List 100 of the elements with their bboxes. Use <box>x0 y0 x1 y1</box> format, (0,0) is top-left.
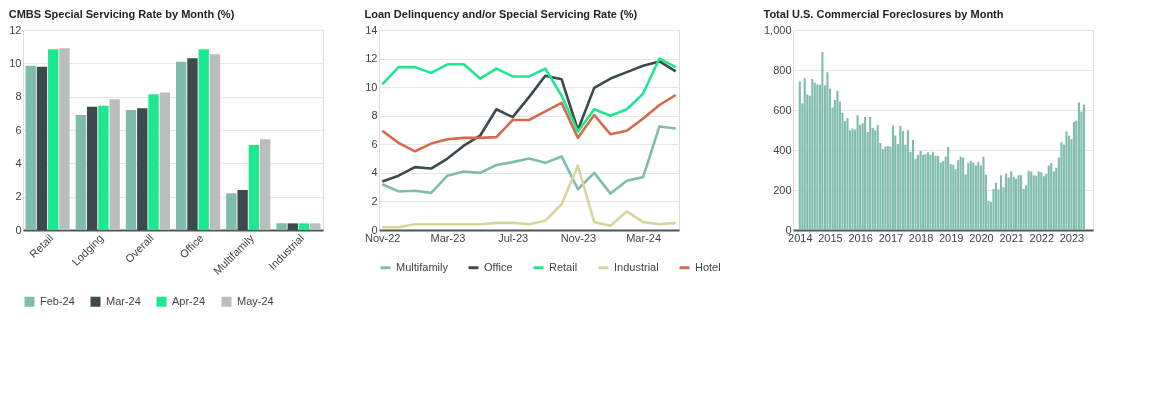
x-tick-label: 2016 <box>848 231 873 244</box>
y-tick-label: 4 <box>371 166 378 179</box>
bar <box>1040 172 1043 230</box>
bar <box>1017 175 1020 230</box>
bar <box>813 82 816 230</box>
y-tick-label: 400 <box>773 143 792 156</box>
y-tick-label: 0 <box>371 223 378 236</box>
y-tick-label: 8 <box>371 109 378 122</box>
bar <box>811 79 814 230</box>
bar <box>803 78 806 230</box>
y-tick-label: 10 <box>365 80 378 93</box>
bar <box>931 151 935 230</box>
bar <box>159 92 170 230</box>
bar <box>952 164 955 230</box>
y-tick-label: 2 <box>371 194 378 207</box>
y-tick-label: 2 <box>15 190 22 203</box>
bar <box>209 54 221 230</box>
bar <box>846 118 849 230</box>
bar <box>942 161 945 230</box>
x-tick-label: 2022 <box>1029 231 1055 244</box>
legend-label: Hotel <box>695 260 721 273</box>
line-series <box>380 164 678 229</box>
legend-label: Feb-24 <box>40 294 75 307</box>
bar <box>934 155 937 230</box>
bar <box>1010 171 1013 230</box>
bar <box>25 65 36 230</box>
y-tick-label: 14 <box>365 23 378 36</box>
x-tick-label: 2015 <box>818 231 843 244</box>
bar <box>1000 175 1003 230</box>
line-series <box>380 125 678 195</box>
legend-label: Apr-24 <box>172 294 206 307</box>
bar <box>864 117 867 230</box>
line-series <box>380 57 678 133</box>
x-tick-label: 2019 <box>938 231 964 244</box>
bar <box>137 108 148 230</box>
bar <box>1037 171 1040 230</box>
bar <box>226 193 237 230</box>
bar <box>1035 175 1038 230</box>
bar <box>959 156 962 230</box>
x-tick-label: 2017 <box>878 231 904 244</box>
bar <box>259 139 271 230</box>
y-tick-label: 8 <box>15 90 22 103</box>
x-tick-label: Mar-23 <box>430 231 466 244</box>
y-tick-label: 4 <box>15 156 22 169</box>
y-tick-label: 6 <box>371 137 378 150</box>
bar <box>1005 173 1008 230</box>
y-tick-label: 600 <box>773 103 792 116</box>
bar <box>876 125 879 230</box>
bar <box>59 48 70 230</box>
bar <box>1030 171 1033 230</box>
bar <box>48 49 59 230</box>
bar <box>148 94 159 230</box>
bar <box>947 147 950 230</box>
bar <box>977 161 980 230</box>
bar <box>929 154 932 230</box>
bar <box>836 90 839 230</box>
bar <box>125 110 137 230</box>
bar <box>798 81 801 230</box>
bar <box>826 72 829 230</box>
bar <box>1020 175 1023 230</box>
bar <box>911 140 915 230</box>
bar <box>198 49 209 230</box>
bar <box>869 117 872 230</box>
bar <box>187 58 198 230</box>
x-tick-label: 2023 <box>1059 231 1085 244</box>
bar <box>856 115 859 230</box>
y-tick-label: 6 <box>15 123 22 136</box>
bar <box>109 99 120 230</box>
bar <box>982 156 985 230</box>
bar <box>1032 175 1035 230</box>
bar <box>310 223 321 230</box>
bar <box>906 130 909 230</box>
y-tick-label: 0 <box>15 223 22 236</box>
bar <box>98 105 109 230</box>
bar <box>276 223 287 230</box>
chart-title: CMBS Special Servicing Rate by Month (%) <box>8 8 235 20</box>
line-series <box>380 93 678 153</box>
x-tick-label: Nov-23 <box>560 231 597 244</box>
bar <box>821 52 824 230</box>
y-tick-label: 12 <box>9 23 22 36</box>
bar <box>1067 135 1070 230</box>
y-tick-label: 800 <box>773 63 792 76</box>
bar <box>926 152 930 230</box>
bar <box>962 157 965 230</box>
y-tick-label: 10 <box>9 56 22 69</box>
y-tick-label: 1,000 <box>763 23 792 36</box>
bar <box>899 126 902 230</box>
legend-label: May-24 <box>237 294 274 307</box>
bar <box>916 154 920 230</box>
y-tick-label: 12 <box>365 52 378 65</box>
x-tick-label: Jul-23 <box>498 231 529 244</box>
bar <box>891 125 895 230</box>
bar <box>287 223 298 230</box>
bar <box>1050 163 1053 230</box>
legend-label: Mar-24 <box>106 294 141 307</box>
bar <box>176 61 187 230</box>
bar <box>1014 178 1018 230</box>
bar <box>1082 104 1085 230</box>
chart-title: Loan Delinquency and/or Special Servicing Rate (%) <box>364 8 638 20</box>
bar <box>957 160 960 230</box>
